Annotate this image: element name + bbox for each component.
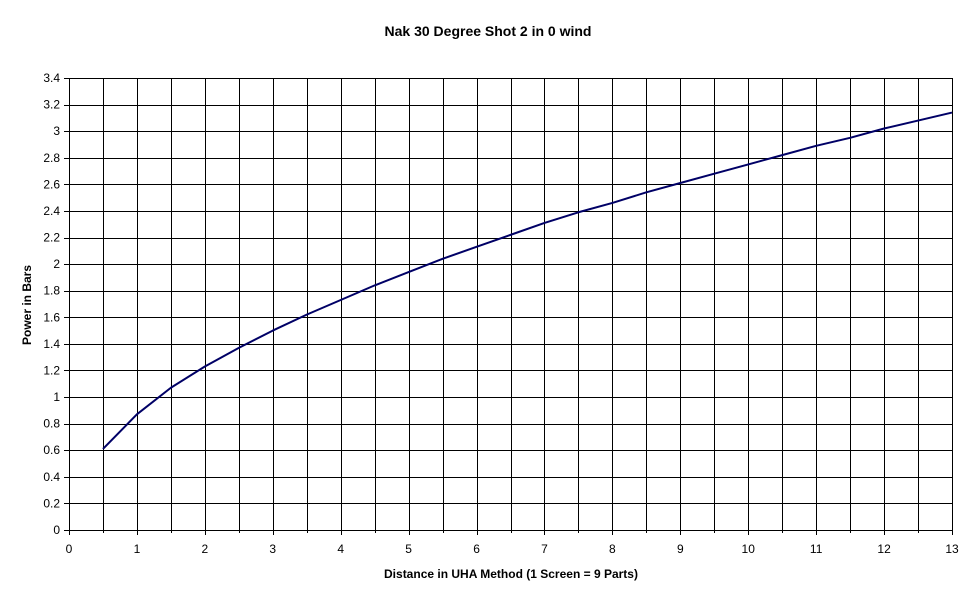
x-tick-label: 10 [742,542,756,556]
x-tick-label: 3 [269,542,276,556]
x-tick-label: 7 [541,542,548,556]
y-tick-label: 3.4 [43,71,60,85]
y-tick-label: 1.4 [43,337,60,351]
x-tick-label: 5 [405,542,412,556]
y-axis-label: Power in Bars [20,265,34,345]
x-axis-ticks: 0 1 2 3 4 5 6 7 8 9 10 11 12 13 [66,530,959,556]
x-tick-label: 9 [677,542,684,556]
y-tick-label: 3 [53,124,60,138]
y-tick-label: 1.8 [43,284,60,298]
series-line [102,111,953,450]
y-tick-label: 2 [53,257,60,271]
y-tick-label: 2.8 [43,151,60,165]
y-axis-ticks: 0 0.2 0.4 0.6 0.8 1 1.2 1.4 1.6 1.8 2 2.2 2.4 2.6 2.8 3… [43,71,69,537]
x-tick-label: 4 [337,542,344,556]
y-tick-label: 2.6 [43,177,60,191]
y-tick-label: 2.4 [43,204,60,218]
x-tick-label: 0 [66,542,73,556]
grid [69,78,953,530]
x-tick-label: 11 [810,542,823,556]
x-tick-label: 2 [202,542,209,556]
y-tick-label: 0.2 [43,496,60,510]
chart-title: Nak 30 Degree Shot 2 in 0 wind [385,23,592,39]
x-tick-label: 8 [609,542,616,556]
series [102,111,953,450]
y-tick-label: 1.2 [43,363,60,377]
y-tick-label: 1 [53,390,60,404]
axes [69,78,952,531]
y-tick-label: 3.2 [43,98,60,112]
y-tick-label: 2.2 [43,231,60,245]
y-tick-label: 0.4 [43,470,60,484]
y-tick-label: 0.8 [43,417,60,431]
x-tick-label: 12 [877,542,891,556]
y-tick-label: 0.6 [43,443,60,457]
x-tick-label: 13 [945,542,959,556]
y-tick-label: 0 [53,523,60,537]
x-tick-label: 1 [134,542,141,556]
x-tick-label: 6 [473,542,480,556]
y-tick-label: 1.6 [43,310,60,324]
x-axis-label: Distance in UHA Method (1 Screen = 9 Par… [384,567,638,581]
